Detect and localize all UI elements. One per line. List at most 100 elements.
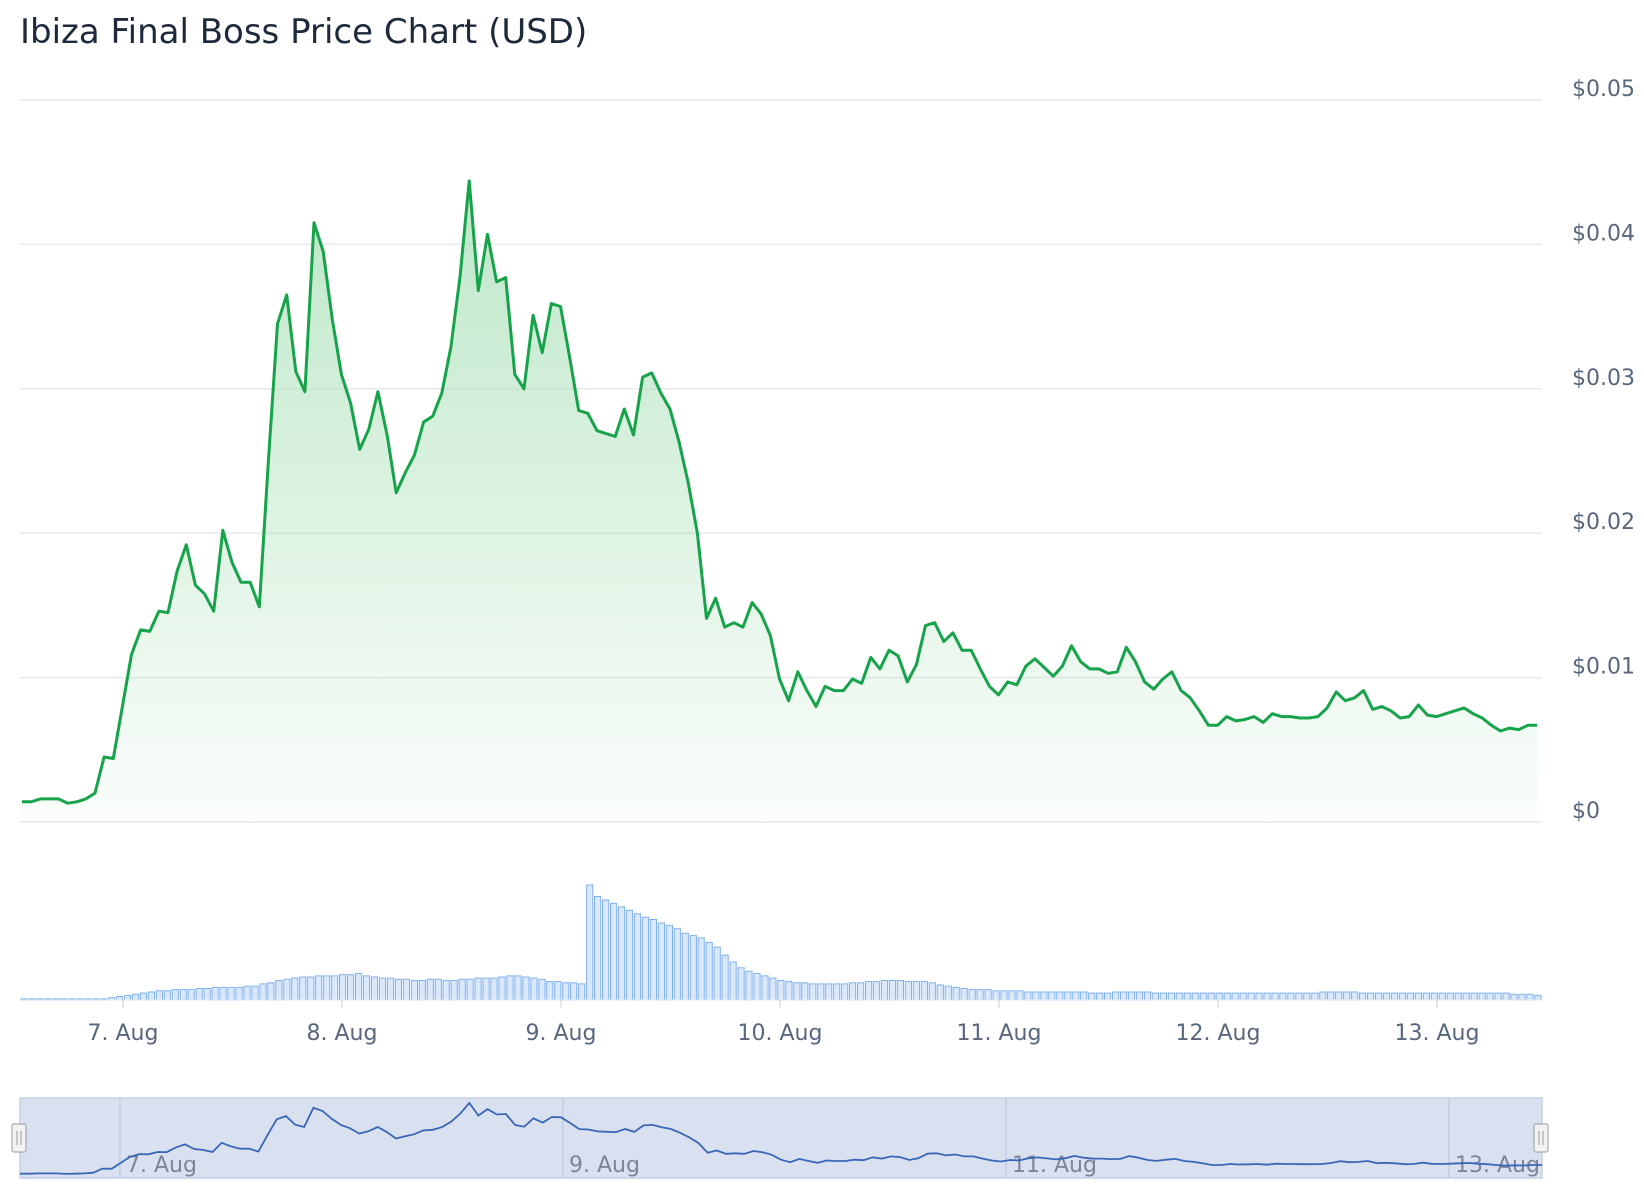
volume-bar (657, 922, 665, 1001)
x-tick-label: 10. Aug (738, 1021, 823, 1046)
volume-bar (1534, 994, 1542, 1001)
volume-bar (1016, 990, 1024, 1001)
volume-bar (171, 989, 179, 1001)
volume-bar (562, 982, 570, 1001)
volume-bar (705, 942, 713, 1001)
volume-bar (442, 980, 450, 1001)
volume-bar (179, 989, 187, 1001)
volume-bar (1295, 992, 1303, 1001)
volume-bar (1199, 992, 1207, 1001)
volume-bar (450, 980, 458, 1001)
volume-bar (1223, 992, 1231, 1001)
x-tick-label: 7. Aug (88, 1021, 159, 1046)
volume-bar (1335, 991, 1343, 1001)
volume-bar (1422, 992, 1431, 1001)
volume-bar (554, 981, 562, 1001)
volume-bar (426, 978, 434, 1001)
x-tick-label: 12. Aug (1176, 1021, 1261, 1046)
volume-bar (1191, 992, 1199, 1001)
volume-bar (1032, 991, 1040, 1001)
volume-bar (904, 981, 912, 1001)
volume-bar (1279, 992, 1287, 1001)
volume-bar (1518, 993, 1526, 1001)
volume-bar (355, 973, 363, 1001)
navigator-left-handle[interactable] (11, 1123, 27, 1153)
volume-bar (1263, 992, 1271, 1001)
volume-bar (1143, 991, 1152, 1001)
y-tick-label: $0.03 (1572, 366, 1635, 391)
volume-bar (665, 924, 673, 1001)
price-series-line[interactable] (22, 179, 1537, 805)
volume-bar (323, 975, 331, 1001)
volume-bar (299, 976, 307, 1001)
volume-bar (283, 978, 291, 1001)
navigator[interactable]: 7. Aug 9. Aug 11. Aug 13. Aug (11, 1097, 1549, 1179)
x-tick-label: 11. Aug (957, 1021, 1042, 1046)
volume-bar (235, 986, 243, 1001)
volume-bar (1311, 992, 1319, 1001)
volume-bar (315, 975, 323, 1001)
volume-bar (594, 896, 602, 1001)
volume-bar (602, 899, 610, 1001)
navigator-selection[interactable] (19, 1097, 1543, 1179)
volume-bar (275, 980, 283, 1001)
volume-bar (458, 978, 466, 1001)
volume-bar (1494, 992, 1502, 1001)
y-tick-label: $0 (1572, 799, 1600, 824)
volume-bar (1478, 992, 1486, 1001)
x-tick-label: 9. Aug (526, 1021, 597, 1046)
volume-bar (777, 980, 785, 1001)
volume-bar (944, 985, 952, 1001)
volume-bar (1502, 992, 1510, 1001)
volume-bar (418, 980, 426, 1001)
volume-bar (1096, 992, 1104, 1001)
volume-bar (1303, 992, 1311, 1001)
volume-bar (809, 983, 817, 1001)
volume-bar (1112, 991, 1120, 1001)
volume-bar (1167, 992, 1176, 1001)
volume-bar (538, 978, 546, 1001)
volume-bar (992, 990, 1000, 1001)
volume-bar (880, 980, 889, 1001)
volume-bar (522, 976, 530, 1001)
volume-bars (20, 884, 1542, 1001)
volume-bar (1470, 992, 1478, 1001)
y-tick-label: $0.04 (1572, 221, 1635, 246)
navigator-right-handle[interactable] (1533, 1123, 1549, 1153)
volume-bar (1159, 992, 1168, 1001)
volume-bar (251, 985, 259, 1001)
x-axis: 7. Aug 8. Aug 9. Aug 10. Aug 11. Aug 12. Aug 1… (88, 1000, 1480, 1046)
volume-bar (721, 954, 729, 1001)
volume-bar (1390, 992, 1399, 1001)
volume-bar (187, 989, 195, 1001)
volume-bar (1008, 990, 1016, 1001)
volume-bar (1072, 991, 1080, 1001)
volume-bar (1319, 991, 1327, 1001)
volume-bar (466, 978, 474, 1001)
volume-bar (976, 989, 984, 1001)
navigator-label: 7. Aug (126, 1153, 197, 1178)
volume-bar (1024, 991, 1032, 1001)
volume-bar (1382, 992, 1391, 1001)
volume-bar (697, 937, 705, 1001)
volume-bar (1271, 992, 1279, 1001)
volume-bar (1048, 991, 1056, 1001)
volume-bar (1104, 992, 1112, 1001)
volume-bar (1151, 992, 1160, 1001)
volume-bar (227, 986, 235, 1001)
volume-bar (1000, 990, 1008, 1001)
volume-bar (1351, 991, 1359, 1001)
volume-bar (1446, 992, 1454, 1001)
navigator-label: 11. Aug (1012, 1153, 1097, 1178)
x-tick-label: 13. Aug (1395, 1021, 1480, 1046)
volume-bar (936, 984, 944, 1001)
volume-bar (952, 986, 960, 1001)
volume-bar (681, 932, 689, 1001)
volume-bar (713, 946, 721, 1001)
y-tick-label: $0.02 (1572, 510, 1635, 535)
volume-bar (1231, 992, 1239, 1001)
volume-bar (610, 902, 618, 1001)
volume-bar (434, 978, 442, 1001)
volume-bar (139, 992, 148, 1001)
